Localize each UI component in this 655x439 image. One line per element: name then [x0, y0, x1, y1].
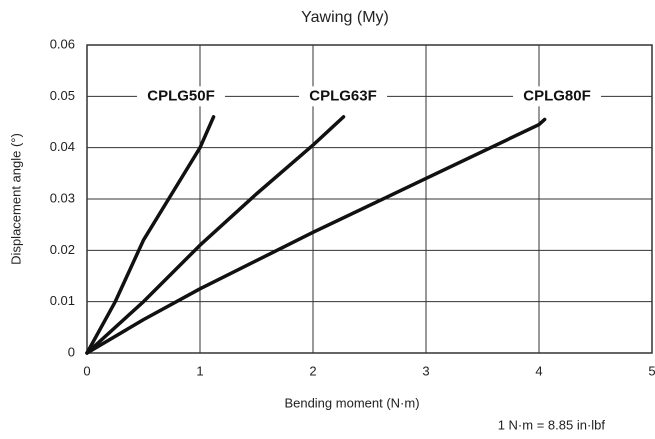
- x-axis-label: Bending moment (N·m): [284, 395, 419, 410]
- line: [85, 117, 547, 355]
- y-tick-label: 0.03: [50, 190, 75, 205]
- y-axis-label: Displacement angle (°): [8, 133, 23, 265]
- y-tick-label: 0.06: [50, 36, 75, 51]
- label-bg: [137, 86, 225, 107]
- series-label: CPLG80F: [523, 87, 591, 104]
- series-label: CPLG63F: [309, 87, 377, 104]
- y-tick-label: 0: [68, 344, 75, 359]
- x-tick-label: 3: [422, 363, 429, 378]
- plot-border: [86, 44, 653, 354]
- x-tick-label: 4: [535, 363, 542, 378]
- x-tick-label: 2: [309, 363, 316, 378]
- y-tick-label: 0.04: [50, 139, 75, 154]
- label-bg: [299, 86, 387, 107]
- x-tick-label: 5: [648, 363, 655, 378]
- x-tick-label: 0: [83, 363, 90, 378]
- y-tick-label: 0.01: [50, 293, 75, 308]
- line: [85, 115, 346, 355]
- label-bg: [513, 86, 601, 107]
- series-label: CPLG50F: [147, 87, 215, 104]
- line: [85, 115, 216, 355]
- x-tick-label: 1: [196, 363, 203, 378]
- chart-title: Yawing (My): [301, 9, 389, 26]
- y-tick-label: 0.05: [50, 88, 75, 103]
- y-tick-label: 0.02: [50, 242, 75, 257]
- note: 1 N·m = 8.85 in·lbf: [498, 417, 606, 432]
